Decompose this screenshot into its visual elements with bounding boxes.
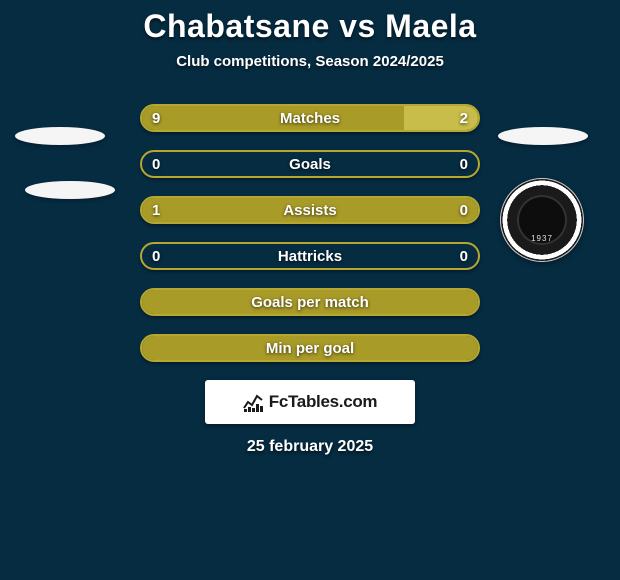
stat-bar-row: Goals per match xyxy=(140,288,480,316)
stat-label: Assists xyxy=(142,202,478,219)
stat-value-left: 1 xyxy=(152,202,160,219)
site-badge[interactable]: FcTables.com xyxy=(205,380,415,424)
site-logo-icon xyxy=(243,392,265,412)
stat-value-right: 0 xyxy=(460,248,468,265)
season-subtitle: Club competitions, Season 2024/2025 xyxy=(0,53,620,70)
stat-value-left: 0 xyxy=(152,156,160,173)
stat-bar-row: Goals0 0 xyxy=(140,150,480,178)
team-logo-left-2 xyxy=(25,181,115,199)
team-crest-right xyxy=(500,178,584,262)
snapshot-date: 25 february 2025 xyxy=(0,438,620,456)
stat-value-left: 9 xyxy=(152,110,160,127)
vs-label: vs xyxy=(339,8,376,44)
stat-value-right: 2 xyxy=(460,110,468,127)
comparison-title: Chabatsane vs Maela xyxy=(0,8,620,45)
stat-bar-row: Min per goal xyxy=(140,334,480,362)
team-logo-right-flat xyxy=(498,127,588,145)
stats-card: Chabatsane vs Maela Club competitions, S… xyxy=(0,0,620,456)
stat-bar-row: Assists1 0 xyxy=(140,196,480,224)
stat-bar-row: Matches9 2 xyxy=(140,104,480,132)
stat-label: Goals xyxy=(142,156,478,173)
stat-label: Matches xyxy=(142,110,478,127)
stat-label: Goals per match xyxy=(142,294,478,311)
stat-label: Hattricks xyxy=(142,248,478,265)
player-1-name: Chabatsane xyxy=(143,8,329,44)
player-2-name: Maela xyxy=(385,8,476,44)
stat-bars: Matches92Goals00Assists10Hattricks00Goal… xyxy=(140,104,480,362)
team-logo-left-1 xyxy=(15,127,105,145)
site-name: FcTables.com xyxy=(269,392,378,412)
stat-value-right: 0 xyxy=(460,156,468,173)
stat-label: Min per goal xyxy=(142,340,478,357)
stat-bar-row: Hattricks0 0 xyxy=(140,242,480,270)
stat-value-left: 0 xyxy=(152,248,160,265)
stat-value-right: 0 xyxy=(460,202,468,219)
